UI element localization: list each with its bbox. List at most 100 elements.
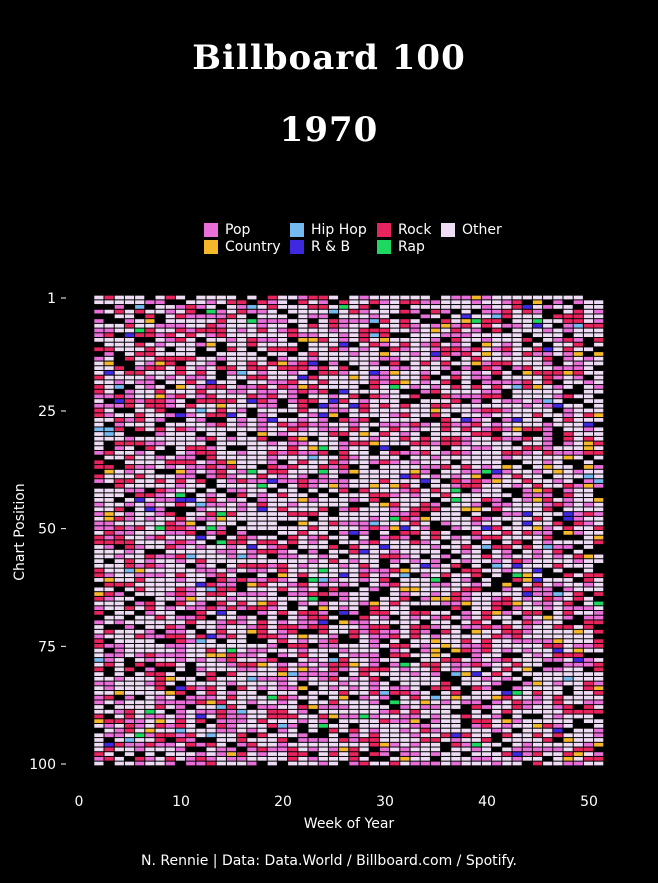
heatmap-cell [451, 512, 461, 516]
heatmap-cell [461, 549, 471, 554]
heatmap-cell [583, 394, 594, 399]
heatmap-cell [328, 662, 339, 667]
heatmap-cell [430, 596, 441, 601]
heatmap-cell [196, 653, 206, 658]
heatmap-cell [135, 512, 145, 516]
heatmap-cell [328, 747, 339, 752]
heatmap-cell [277, 469, 288, 474]
heatmap-cell [237, 531, 247, 535]
heatmap-cell [186, 658, 196, 662]
heatmap-cell [257, 601, 267, 606]
heatmap-cell [114, 658, 124, 662]
heatmap-cell [502, 738, 512, 742]
heatmap-cell [532, 568, 543, 573]
heatmap-cell [481, 441, 492, 446]
heatmap-cell [298, 686, 308, 691]
heatmap-cell [532, 752, 543, 756]
heatmap-cell [390, 408, 400, 413]
heatmap-cell [328, 356, 339, 361]
heatmap-cell [400, 483, 410, 488]
heatmap-cell [583, 450, 594, 455]
heatmap-cell [594, 507, 604, 512]
heatmap-cell [257, 554, 267, 559]
heatmap-cell [583, 573, 594, 578]
heatmap-cell [237, 714, 247, 719]
heatmap-cell [308, 380, 318, 385]
heatmap-cell [277, 305, 288, 309]
heatmap-cell [553, 295, 563, 300]
heatmap-cell [237, 347, 247, 352]
heatmap-cell [196, 507, 206, 512]
heatmap-cell [502, 422, 512, 427]
heatmap-cell [451, 719, 461, 723]
heatmap-cell [451, 615, 461, 620]
heatmap-cell [216, 469, 226, 474]
heatmap-cell [583, 305, 594, 309]
heatmap-cell [267, 691, 277, 695]
heatmap-cell [288, 399, 298, 403]
heatmap-cell [186, 370, 196, 375]
heatmap-cell [247, 474, 257, 479]
heatmap-cell [594, 342, 604, 347]
heatmap-cell [226, 658, 237, 662]
heatmap-cell [226, 535, 237, 540]
heatmap-cell [277, 611, 288, 615]
heatmap-cell [247, 676, 257, 681]
heatmap-cell [522, 578, 532, 582]
heatmap-cell [175, 323, 186, 328]
heatmap-cell [471, 488, 481, 493]
heatmap-cell [206, 432, 216, 436]
heatmap-cell [216, 601, 226, 606]
heatmap-cell [543, 714, 553, 719]
heatmap-cell [298, 611, 308, 615]
heatmap-cell [216, 700, 226, 705]
heatmap-cell [349, 436, 359, 441]
heatmap-cell [206, 474, 216, 479]
heatmap-cell [257, 643, 267, 648]
heatmap-cell [583, 389, 594, 394]
heatmap-cell [471, 465, 481, 469]
heatmap-cell [328, 516, 339, 521]
heatmap-cell [104, 742, 114, 747]
heatmap-cell [175, 460, 186, 465]
heatmap-cell [522, 592, 532, 596]
heatmap-cell [206, 531, 216, 535]
heatmap-cell [298, 620, 308, 625]
heatmap-cell [420, 488, 430, 493]
heatmap-cell [226, 338, 237, 342]
heatmap-cell [114, 493, 124, 498]
heatmap-cell [553, 733, 563, 738]
heatmap-cell [481, 413, 492, 418]
heatmap-cell [390, 295, 400, 300]
heatmap-cell [318, 620, 328, 625]
heatmap-cell [135, 460, 145, 465]
heatmap-cell [471, 323, 481, 328]
heatmap-cell [532, 474, 543, 479]
heatmap-cell [410, 436, 420, 441]
heatmap-cell [308, 352, 318, 356]
heatmap-cell [461, 427, 471, 432]
heatmap-cell [94, 319, 104, 323]
heatmap-cell [400, 385, 410, 389]
heatmap-cell [492, 676, 502, 681]
heatmap-cell [553, 723, 563, 728]
heatmap-cell [390, 634, 400, 639]
heatmap-cell [563, 342, 573, 347]
heatmap-cell [339, 582, 349, 587]
heatmap-cell [145, 672, 155, 676]
heatmap-cell [277, 361, 288, 366]
heatmap-cell [298, 596, 308, 601]
heatmap-cell [481, 596, 492, 601]
heatmap-cell [298, 474, 308, 479]
heatmap-cell [359, 686, 369, 691]
heatmap-cell [196, 691, 206, 695]
heatmap-cell [226, 540, 237, 545]
heatmap-cell [186, 436, 196, 441]
heatmap-cell [420, 380, 430, 385]
heatmap-cell [339, 752, 349, 756]
heatmap-cell [124, 446, 135, 450]
heatmap-cell [420, 333, 430, 338]
heatmap-cell [553, 559, 563, 563]
heatmap-cell [155, 742, 165, 747]
heatmap-cell [124, 634, 135, 639]
